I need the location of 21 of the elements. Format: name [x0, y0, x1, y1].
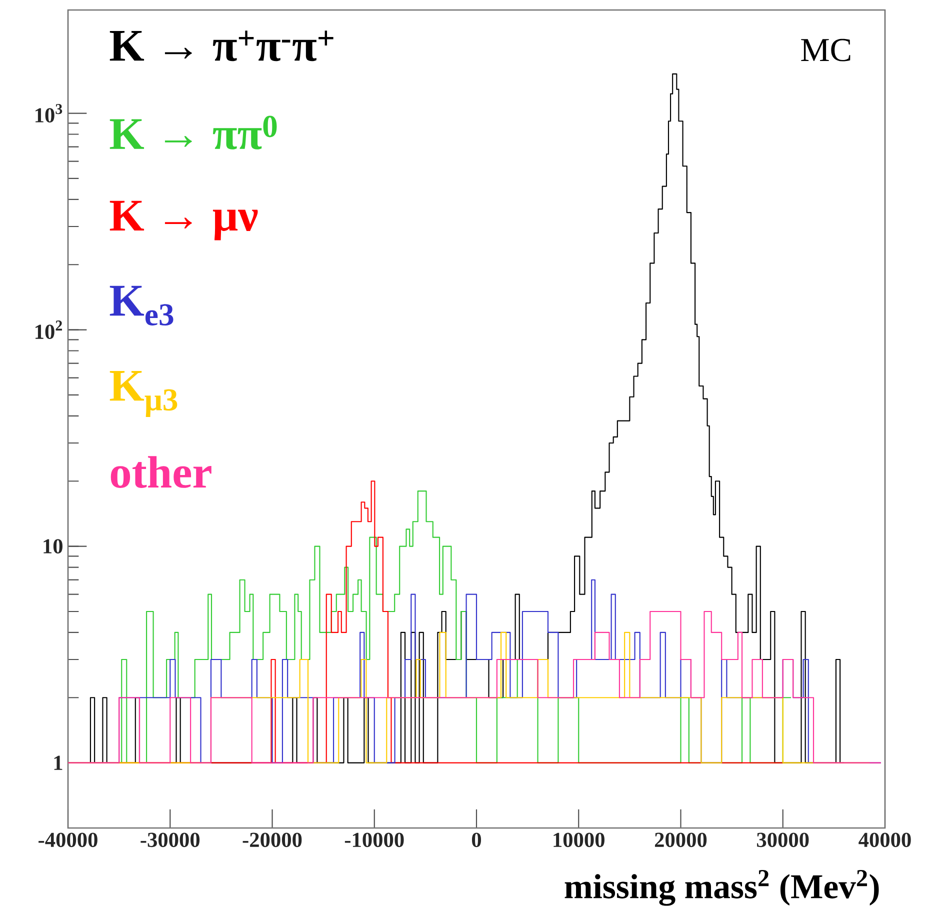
y-tick-label: 10$^{3}$ [36, 104, 62, 123]
x-tick-label: -30000 [140, 832, 200, 848]
annotation: MC [801, 38, 850, 62]
x-tick-label: -10000 [344, 832, 404, 848]
y-tick-label: 10$^{2}$ [36, 320, 62, 340]
text: K$_{μ3}$ [110, 370, 178, 418]
x-tick-label: 10000 [554, 832, 604, 848]
x-tick-label: 40000 [858, 832, 911, 848]
y-tick-label: 1 [54, 756, 62, 770]
x-tick-label: -20000 [242, 832, 302, 848]
text: K$_{e3}$ [110, 286, 174, 326]
text: K → π$^{+}$π$^{-}$π$^{+}$ [110, 30, 334, 62]
x-axis-title: missing mass$^{2}$ (Mev$^{2}$) [564, 870, 879, 906]
x-tick-label: -40000 [38, 832, 98, 848]
text: other [110, 456, 212, 488]
y-tick-label: 10 [44, 539, 62, 554]
text: K → μν [110, 200, 258, 240]
x-tick-label: 20000 [654, 832, 707, 848]
text: K → ππ$^{0}$ [110, 116, 277, 150]
x-tick-label: 0 [472, 832, 482, 848]
x-tick-label: 30000 [756, 832, 809, 848]
